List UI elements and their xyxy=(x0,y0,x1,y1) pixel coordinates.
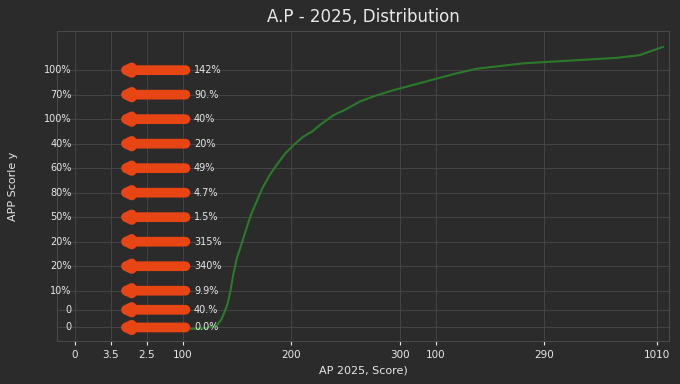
Text: 315%: 315% xyxy=(194,237,222,247)
Text: 50%: 50% xyxy=(50,212,72,222)
Title: A.P - 2025, Distribution: A.P - 2025, Distribution xyxy=(267,8,459,26)
Text: 9.9%: 9.9% xyxy=(194,286,218,296)
Y-axis label: APP Scorle y: APP Scorle y xyxy=(8,151,18,220)
Text: 49%: 49% xyxy=(194,163,216,173)
Text: 60%: 60% xyxy=(50,163,72,173)
Text: 40%: 40% xyxy=(50,139,72,149)
Text: 142%: 142% xyxy=(194,65,222,75)
Text: 0: 0 xyxy=(66,305,72,315)
Text: 80%: 80% xyxy=(50,188,72,198)
Text: 40%: 40% xyxy=(194,114,216,124)
Text: 340%: 340% xyxy=(194,261,222,271)
Text: 10%: 10% xyxy=(50,286,72,296)
Text: 40.%: 40.% xyxy=(194,305,218,315)
Text: 100%: 100% xyxy=(44,114,72,124)
Text: 0: 0 xyxy=(66,323,72,333)
Text: 1.5%: 1.5% xyxy=(194,212,218,222)
Text: 4.7%: 4.7% xyxy=(194,188,218,198)
Text: 70%: 70% xyxy=(50,89,72,100)
Text: 20%: 20% xyxy=(50,237,72,247)
Text: 20%: 20% xyxy=(194,139,216,149)
Text: 100%: 100% xyxy=(44,65,72,75)
Text: 90.%: 90.% xyxy=(194,89,218,100)
Text: 0.0%: 0.0% xyxy=(194,323,218,333)
X-axis label: AP 2025, Score): AP 2025, Score) xyxy=(318,366,407,376)
Text: 20%: 20% xyxy=(50,261,72,271)
